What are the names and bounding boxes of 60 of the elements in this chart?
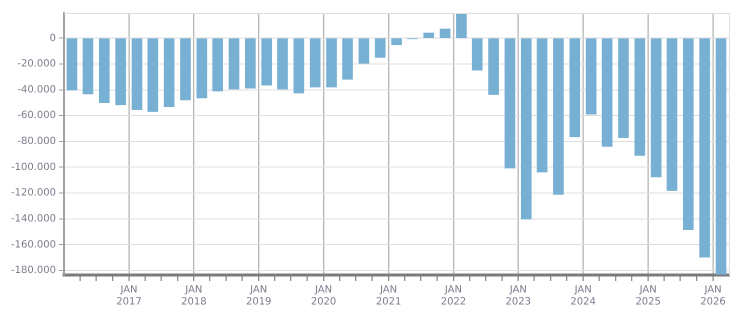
y-tick-label: 0: [50, 32, 56, 44]
bar: [115, 38, 126, 106]
bar: [98, 38, 110, 104]
bar: [310, 38, 321, 88]
x-tick-label: JAN 2020: [310, 284, 336, 308]
bar: [164, 38, 174, 108]
bar: [132, 38, 142, 110]
bar: [634, 38, 646, 156]
bar: [520, 38, 532, 220]
bar: [374, 38, 386, 58]
x-tick-label: JAN 2023: [506, 284, 532, 308]
bar: [666, 38, 678, 191]
bar: [196, 38, 208, 98]
bar: [147, 38, 158, 112]
bar: [440, 28, 450, 38]
x-tick-label: JAN 2025: [635, 284, 661, 308]
bar: [699, 38, 710, 258]
bar: [294, 38, 304, 94]
bar: [456, 13, 467, 38]
bar: [716, 38, 726, 275]
y-tick-label: -60.000: [17, 110, 56, 122]
y-tick-label: -140.000: [10, 213, 56, 224]
bar: [682, 38, 694, 230]
y-tick-label: -80.000: [17, 136, 56, 148]
bar: [261, 38, 272, 86]
bar: [569, 38, 580, 138]
bar: [180, 38, 191, 100]
y-tick-label: -20.000: [17, 58, 56, 70]
bar: [504, 38, 516, 168]
y-tick-label: -120.000: [10, 188, 56, 199]
bar: [650, 38, 662, 178]
y-tick-label: -100.000: [10, 162, 56, 173]
x-tick-label: JAN 2021: [376, 284, 402, 308]
bar: [586, 38, 596, 115]
y-tick-label: -180.000: [10, 265, 56, 276]
bar: [488, 38, 499, 95]
bar: [553, 38, 564, 195]
bar: [82, 38, 94, 94]
bar: [391, 38, 402, 46]
bar: [212, 38, 223, 92]
bar: [277, 38, 288, 90]
bar: [342, 38, 353, 80]
y-tick-label: -160.000: [10, 239, 56, 250]
x-tick-label: JAN 2019: [246, 284, 272, 308]
bar: [618, 38, 629, 138]
bar: [66, 38, 78, 90]
bar: [536, 38, 548, 172]
x-tick-label: JAN 2022: [440, 284, 466, 308]
bar: [423, 32, 434, 38]
bar: [358, 38, 370, 64]
x-tick-label: JAN 2017: [116, 284, 142, 308]
bar: [472, 38, 483, 71]
x-tick-label: JAN 2018: [181, 284, 207, 308]
x-tick-label: JAN 2024: [570, 284, 596, 308]
bar: [245, 38, 256, 88]
bar: [326, 38, 337, 88]
y-tick-label: -40.000: [17, 84, 56, 96]
bar: [602, 38, 612, 147]
bar: [228, 38, 240, 90]
x-tick-label: JAN 2026: [700, 284, 726, 308]
